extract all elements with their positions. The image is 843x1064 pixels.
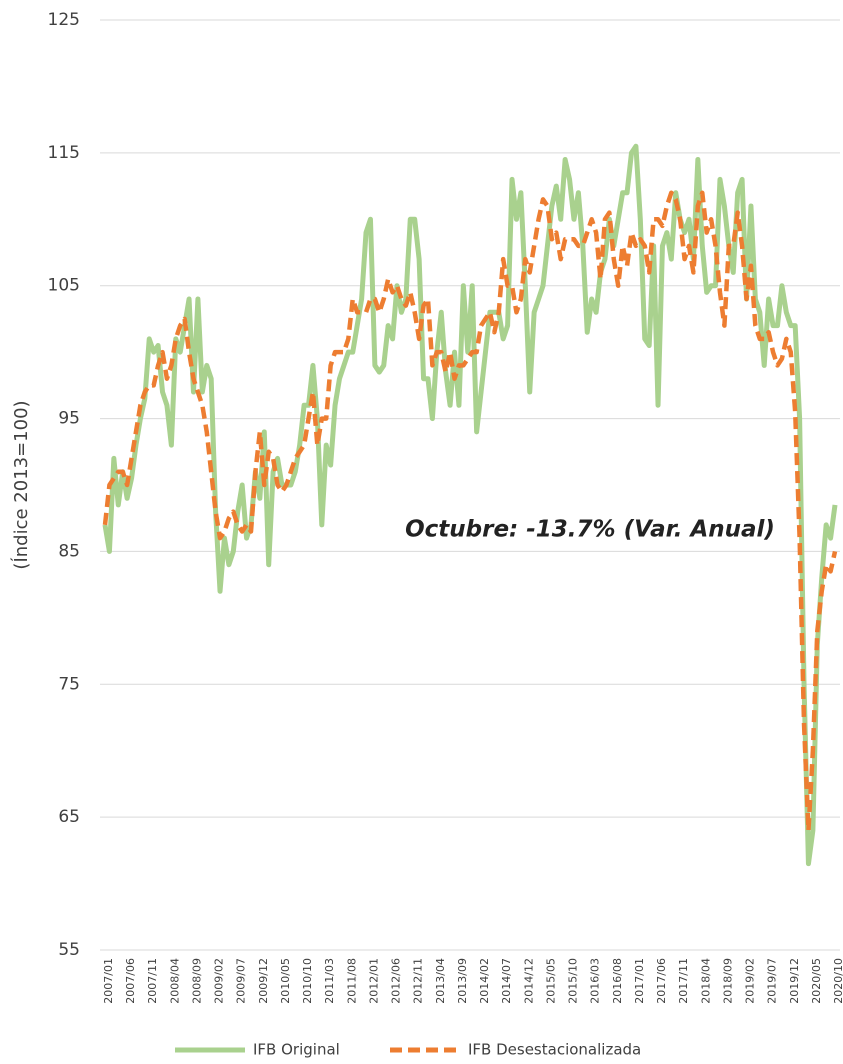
x-tick-label: 2007/06 — [124, 958, 137, 1004]
x-tick-label: 2007/11 — [146, 958, 159, 1004]
x-tick-label: 2018/04 — [699, 958, 712, 1004]
x-tick-label: 2019/12 — [788, 958, 801, 1004]
y-tick-label: 95 — [58, 409, 80, 429]
x-tick-label: 2009/12 — [257, 958, 270, 1004]
x-tick-label: 2017/01 — [633, 958, 646, 1004]
x-tick-label: 2009/02 — [213, 958, 226, 1004]
x-tick-label: 2009/07 — [235, 958, 248, 1004]
x-tick-label: 2016/03 — [589, 958, 602, 1004]
x-tick-label: 2008/04 — [168, 958, 181, 1004]
x-tick-label: 2012/01 — [367, 958, 380, 1004]
x-tick-label: 2015/05 — [544, 958, 557, 1004]
y-axis-label: (Índice 2013=100) — [10, 400, 32, 569]
x-tick-label: 2010/10 — [301, 958, 314, 1004]
x-tick-label: 2012/11 — [412, 958, 425, 1004]
x-tick-label: 2019/07 — [766, 958, 779, 1004]
x-tick-label: 2010/05 — [279, 958, 292, 1004]
x-tick-label: 2014/07 — [500, 958, 513, 1004]
data-line — [102, 143, 838, 867]
x-tick-label: 2017/11 — [677, 958, 690, 1004]
y-tick-label: 65 — [58, 807, 80, 827]
x-tick-label: 2008/09 — [190, 958, 203, 1004]
x-tick-label: 2018/09 — [721, 958, 734, 1004]
annotation: Octubre: -13.7% (Var. Anual) — [405, 517, 775, 543]
y-tick-label: 85 — [58, 541, 80, 561]
y-tick-label: 125 — [48, 10, 80, 30]
x-tick-label: 2011/08 — [345, 958, 358, 1004]
x-tick-label: 2013/09 — [456, 958, 469, 1004]
x-tick-label: 2014/02 — [478, 958, 491, 1004]
y-tick-label: 55 — [58, 940, 80, 960]
x-tick-label: 2016/08 — [611, 958, 624, 1004]
x-tick-label: 2017/06 — [655, 958, 668, 1004]
y-tick-label: 75 — [58, 674, 80, 694]
x-tick-label: 2015/10 — [567, 958, 580, 1004]
x-tick-label: 2007/01 — [102, 958, 115, 1004]
legend-label: IFB Desestacionalizada — [468, 1041, 641, 1059]
x-tick-label: 2011/03 — [323, 958, 336, 1004]
data-line — [102, 190, 838, 833]
legend-label: IFB Original — [253, 1041, 340, 1059]
y-tick-label: 115 — [48, 143, 80, 163]
x-tick-label: 2020/05 — [810, 958, 823, 1004]
x-tick-label: 2013/04 — [434, 958, 447, 1004]
x-tick-label: 2012/06 — [390, 958, 403, 1004]
x-tick-label: 2019/02 — [744, 958, 757, 1004]
y-tick-label: 105 — [48, 276, 80, 296]
x-tick-label: 2014/12 — [522, 958, 535, 1004]
x-tick-label: 2020/10 — [832, 958, 843, 1004]
